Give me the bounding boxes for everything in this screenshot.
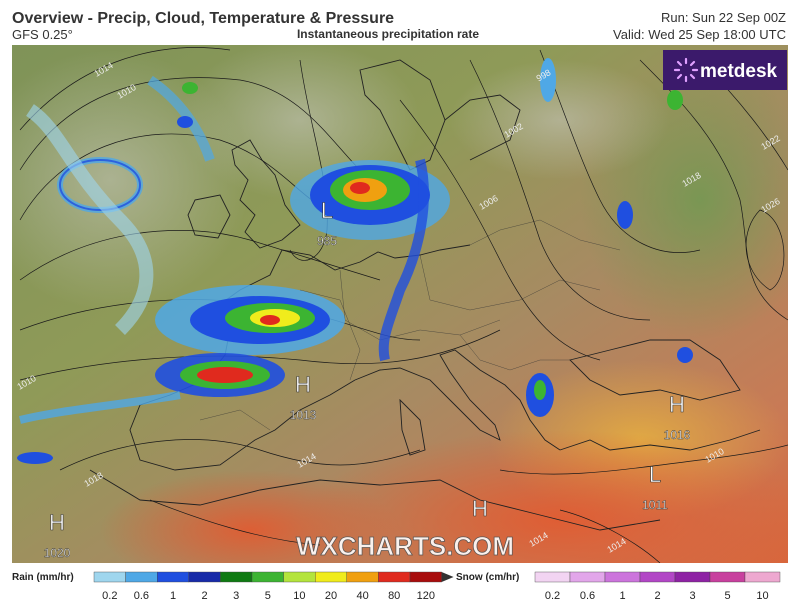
legend-tick-label: 10	[756, 590, 768, 602]
legend-swatch	[156, 571, 189, 583]
legend-swatch	[251, 571, 284, 583]
hot-area	[300, 430, 788, 563]
legend-swatch	[639, 571, 676, 583]
pressure-center-type: L	[649, 462, 661, 487]
legend-tick-label: 10	[293, 590, 305, 602]
rain-legend-label: Rain (mm/hr)	[12, 572, 74, 583]
legend-swatch	[674, 571, 711, 583]
product: Instantaneous precipitation rate	[297, 27, 479, 41]
legend-swatch	[709, 571, 746, 583]
legend-swatch	[378, 571, 411, 583]
legend-tick-label: 2	[202, 590, 208, 602]
legend-tick-label: 80	[388, 590, 400, 602]
valid-time: Valid: Wed 25 Sep 18:00 UTC	[613, 27, 786, 42]
legend-tick-label: 0.6	[134, 590, 149, 602]
pressure-center-value: 1016	[664, 428, 691, 442]
pressure-center-type: H	[295, 372, 311, 397]
pressure-centers: L 985 H 1013 H 1016 L 1011 H 1020 H	[43, 198, 691, 561]
legend-swatch	[93, 571, 126, 583]
legend-swatch	[409, 571, 442, 583]
borders	[199, 219, 621, 431]
snow-legend-label: Snow (cm/hr)	[456, 572, 519, 583]
legend-tick-label: 40	[356, 590, 368, 602]
coastlines	[89, 59, 761, 531]
legend-tick-label: 1	[170, 590, 176, 602]
logo: metdesk	[663, 50, 787, 90]
pressure-center-type: H	[472, 496, 488, 521]
legend-tick-label: 0.6	[580, 590, 595, 602]
legend-swatch	[220, 571, 253, 583]
legend-swatch	[346, 571, 379, 583]
legend-tick-label: 1	[619, 590, 625, 602]
pressure-center-value: 1011	[642, 498, 668, 512]
watermark: WXCHARTS.COM	[296, 531, 514, 561]
legend-swatch	[569, 571, 606, 583]
legend-swatch	[744, 571, 781, 583]
legend-tick-label: 2	[654, 590, 660, 602]
legend-swatch	[604, 571, 641, 583]
legend: Rain (mm/hr) Snow (cm/hr) 0.2 0.6 1 2 3 5 10 20…	[12, 571, 781, 602]
legend-swatch	[315, 571, 348, 583]
title: Overview - Precip, Cloud, Temperature & …	[12, 10, 394, 27]
legend-swatch	[125, 571, 158, 583]
precipitation	[17, 58, 693, 464]
legend-tick-label: 0.2	[545, 590, 560, 602]
legend-tick-label: 5	[724, 590, 730, 602]
legend-tick-label: 5	[265, 590, 271, 602]
run-time: Run: Sun 22 Sep 00Z	[661, 10, 786, 25]
legend-swatch	[534, 571, 571, 583]
cloud-area	[450, 60, 670, 180]
pressure-center-type: L	[321, 198, 333, 223]
pressure-center-type: H	[669, 392, 685, 417]
legend-tick-label: 3	[233, 590, 239, 602]
legend-swatch	[441, 572, 454, 582]
legend-tick-label: 3	[689, 590, 695, 602]
legend-tick-label: 120	[417, 590, 435, 602]
legend-tick-label: 20	[325, 590, 337, 602]
legend-swatch	[283, 571, 316, 583]
pressure-center-value: 985	[317, 234, 337, 248]
hot-area	[100, 470, 400, 563]
pressure-center-value: 1020	[44, 546, 71, 560]
logo-text: metdesk	[700, 61, 778, 82]
legend-swatch	[188, 571, 221, 583]
pressure-center-value: 1013	[290, 408, 317, 422]
model: GFS 0.25°	[12, 27, 73, 42]
legend-tick-label: 0.2	[102, 590, 117, 602]
pressure-center-type: H	[49, 510, 65, 535]
